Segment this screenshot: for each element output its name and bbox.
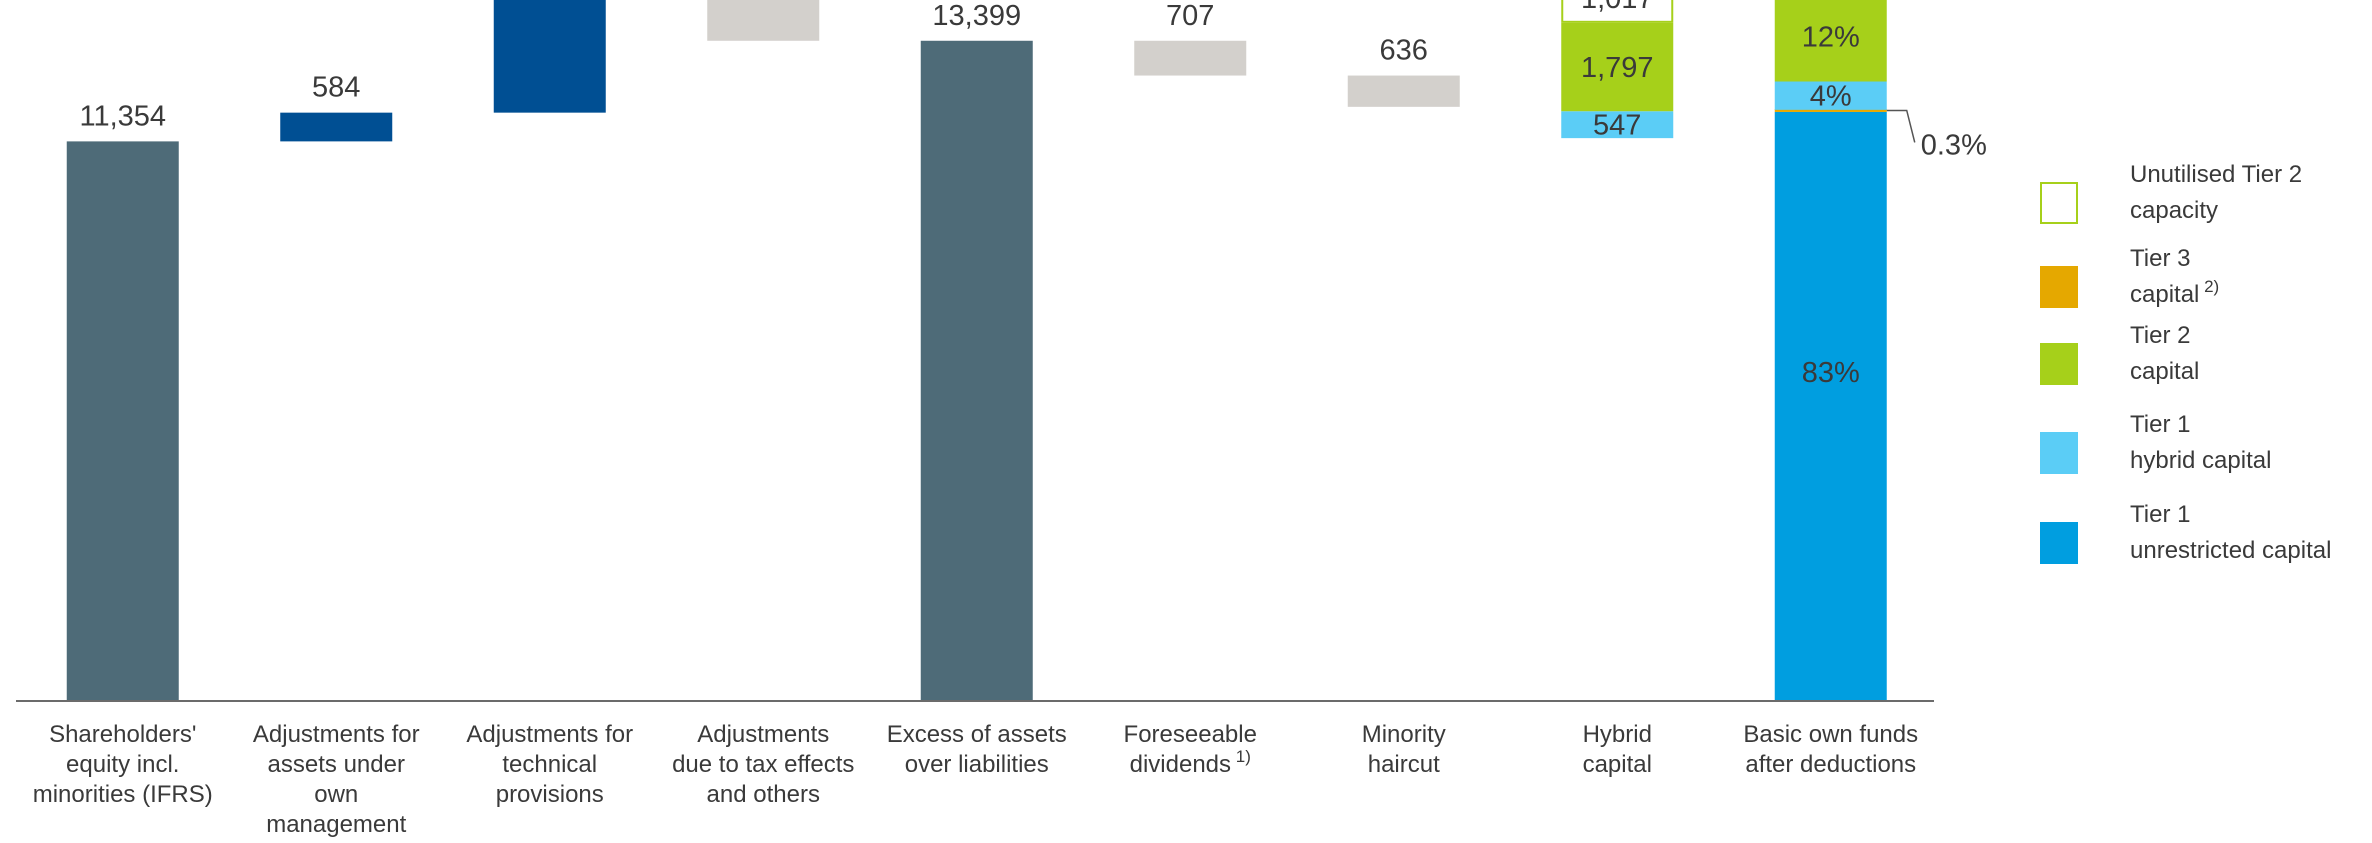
legend-label: Unutilised Tier 2 bbox=[2130, 161, 2302, 188]
legend-label: Tier 3 bbox=[2130, 245, 2190, 272]
footnote-marker: 2) bbox=[2199, 277, 2219, 296]
bar-increase bbox=[280, 112, 393, 142]
category-label: own bbox=[314, 781, 358, 808]
category-label: dividends 1) bbox=[1130, 747, 1251, 778]
legend-label: unrestricted capital bbox=[2130, 537, 2331, 564]
segment-label: 0.3% bbox=[1921, 129, 1987, 161]
category-label: provisions bbox=[496, 781, 604, 808]
category-label: after deductions bbox=[1745, 751, 1916, 778]
category-label: Adjustments for bbox=[253, 721, 420, 748]
category-label: technical bbox=[502, 751, 597, 778]
category-label: management bbox=[266, 811, 406, 838]
legend-swatch-tier1_unrestricted bbox=[2040, 522, 2078, 564]
bar-tier1_hybrid bbox=[1561, 111, 1674, 139]
bar-total bbox=[66, 141, 179, 701]
data-label: 707 bbox=[1166, 0, 1214, 32]
footnote-marker: 1) bbox=[1231, 747, 1251, 766]
legend-label: Tier 1 bbox=[2130, 411, 2190, 438]
category-label: Adjustments for bbox=[466, 721, 633, 748]
bar-tier2 bbox=[1774, 0, 1887, 82]
bar-increase bbox=[493, 0, 606, 113]
segment-label: 83% bbox=[1802, 357, 1860, 389]
bar-tier3 bbox=[1774, 108, 1887, 112]
bar-total bbox=[920, 40, 1033, 700]
segment-label: 4% bbox=[1810, 81, 1852, 113]
category-label: assets under bbox=[268, 751, 405, 778]
category-label: and others bbox=[707, 781, 820, 808]
data-label: 636 bbox=[1380, 35, 1428, 67]
category-label: Shareholders' bbox=[49, 721, 196, 748]
data-label: 11,354 bbox=[79, 100, 166, 132]
category-label: Foreseeable bbox=[1124, 721, 1257, 748]
category-label: Basic own funds bbox=[1743, 721, 1918, 748]
data-label: 13,399 bbox=[932, 0, 1021, 32]
bar-tier1_unrestricted bbox=[1774, 111, 1887, 700]
legend-label: capital 2) bbox=[2130, 277, 2219, 308]
legend-label: hybrid capital bbox=[2130, 447, 2271, 474]
segment-label: 547 bbox=[1593, 110, 1641, 142]
segment-label: 12% bbox=[1802, 22, 1860, 54]
bar-decrease bbox=[1134, 40, 1247, 76]
legend-label: capital bbox=[2130, 358, 2199, 385]
category-label: Excess of assets bbox=[887, 721, 1067, 748]
category-label: minorities (IFRS) bbox=[33, 781, 213, 808]
segment-label: 1,797 bbox=[1581, 52, 1654, 84]
bar-tier1_hybrid bbox=[1774, 81, 1887, 110]
category-label: Minority bbox=[1362, 721, 1446, 748]
data-label: 584 bbox=[312, 72, 360, 104]
bar-tier2 bbox=[1561, 22, 1674, 112]
legend-label: Tier 1 bbox=[2130, 501, 2190, 528]
legend-label: Tier 2 bbox=[2130, 322, 2190, 349]
category-label: equity incl. bbox=[66, 751, 179, 778]
category-label: Hybrid bbox=[1583, 721, 1652, 748]
bar-decrease bbox=[1347, 75, 1460, 107]
category-label: due to tax effects bbox=[672, 751, 854, 778]
category-label: capital bbox=[1583, 751, 1652, 778]
bar-decrease bbox=[707, 0, 820, 41]
bar-unutilised-tier2 bbox=[1561, 0, 1674, 23]
legend-swatch-tier3 bbox=[2040, 266, 2078, 308]
callout-line bbox=[1886, 109, 1916, 143]
category-label: over liabilities bbox=[905, 751, 1049, 778]
category-label: haircut bbox=[1368, 751, 1440, 778]
legend-label: capacity bbox=[2130, 197, 2218, 224]
legend-swatch-unutilised bbox=[2040, 182, 2078, 224]
segment-label: 1,017 bbox=[1581, 0, 1654, 15]
legend-swatch-tier1_hybrid bbox=[2040, 432, 2078, 474]
category-label: Adjustments bbox=[697, 721, 829, 748]
legend-swatch-tier2 bbox=[2040, 343, 2078, 385]
